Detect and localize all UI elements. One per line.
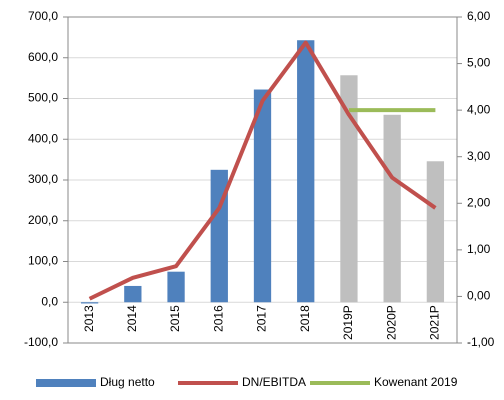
y2-tick-label: 2,00 [467,195,491,209]
x-tick-label: 2013 [82,305,96,332]
bar [80,302,99,304]
y2-tick-label: -1,00 [467,335,495,349]
bar [253,89,272,303]
y-tick-label: 200,0 [28,213,58,227]
x-tick-label: 2018 [298,305,312,332]
y-tick-label: 600,0 [28,50,58,64]
x-tick-label: 2016 [211,305,225,332]
x-tick-label: 2021P [428,305,442,340]
x-tick-label: 2019P [341,305,355,340]
y2-tick-label: 4,00 [467,102,491,116]
y-tick-label: 400,0 [28,131,58,145]
bar [210,169,228,303]
legend-swatch [36,379,96,387]
y-tick-label: 700,0 [28,9,58,23]
y-tick-label: 100,0 [28,254,58,268]
bar [340,75,358,303]
x-tick-label: 2015 [168,305,182,332]
bar [297,40,315,303]
legend-label: Kowenant 2019 [374,375,458,389]
y-tick-label: 0,0 [41,294,58,308]
y2-tick-label: 1,00 [467,242,491,256]
x-tick-label: 2017 [255,305,269,332]
y2-tick-label: 6,00 [467,9,491,23]
x-tick-label: 2014 [125,305,139,332]
bar [426,161,445,303]
y2-tick-label: 5,00 [467,56,491,70]
line-series [88,40,437,301]
y2-tick-label: 0,00 [467,289,491,303]
y-tick-label: -100,0 [24,335,58,349]
y-tick-label: 500,0 [28,91,58,105]
x-tick-label: 2020P [384,305,398,340]
legend-label: Dług netto [100,375,155,389]
y-tick-label: 300,0 [28,172,58,186]
bar [167,271,185,303]
plot-border [67,16,458,344]
bar [124,285,142,303]
bar [383,114,401,303]
legend-label: DN/EBITDA [242,375,306,389]
y2-tick-label: 3,00 [467,149,491,163]
